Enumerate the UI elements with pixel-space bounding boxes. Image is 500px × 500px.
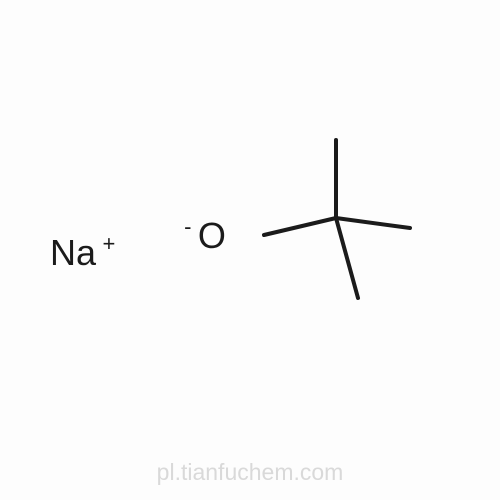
oxygen-text: O bbox=[198, 215, 226, 256]
sodium-charge: + bbox=[102, 231, 115, 256]
sodium-text: Na bbox=[50, 232, 97, 273]
structure-canvas: Na + - O bbox=[0, 0, 500, 500]
oxygen-charge: - bbox=[184, 214, 191, 239]
